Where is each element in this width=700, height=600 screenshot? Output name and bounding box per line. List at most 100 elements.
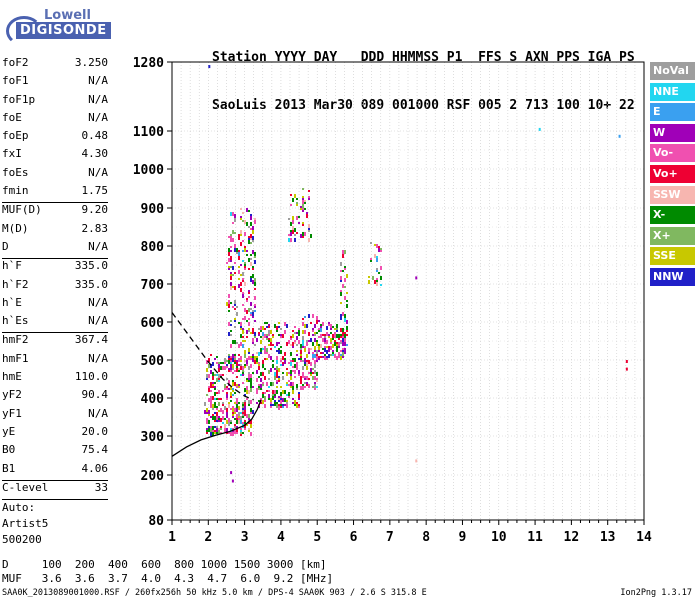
echo-point [238,406,240,410]
echo-point [308,340,310,342]
echo-point [318,328,320,330]
echo-point [288,238,290,242]
echo-point [264,328,266,330]
echo-point [250,364,252,368]
echo-point [310,374,312,376]
echo-point [292,358,294,360]
echo-point [206,430,208,432]
echo-point [306,324,308,328]
echo-point [298,370,300,374]
echo-point [258,406,260,408]
echo-point [340,292,342,296]
echo-point [242,410,244,412]
echo-point [296,388,298,390]
echo-point [236,306,238,308]
echo-point [280,364,282,366]
echo-point [254,218,256,220]
echo-point [310,348,312,350]
echo-point [292,334,294,338]
echo-point [236,404,238,408]
echo-point [234,300,236,304]
echo-point [254,356,256,360]
echo-point [250,356,252,358]
echo-point [274,394,276,396]
echo-point [262,372,264,376]
echo-point [238,420,240,424]
echo-point [340,340,342,342]
echo-point [220,418,222,422]
echo-point [238,358,240,360]
echo-point [224,362,226,364]
echo-point [268,324,270,326]
echo-point [270,400,272,402]
echo-point [230,250,232,252]
param-key: yF1 [2,406,22,420]
echo-point [340,270,342,272]
echo-point [210,370,212,374]
echo-point [244,350,246,354]
echo-point [282,376,284,380]
echo-point [248,390,250,394]
echo-point [210,432,212,436]
echo-point [318,330,320,332]
echo-point [300,376,302,380]
echo-point [244,310,246,312]
echo-point [250,242,252,244]
echo-point [304,358,306,362]
echo-point [230,266,232,268]
echo-point [248,268,250,270]
echo-point [300,348,302,350]
echo-point [214,386,216,388]
echo-point [246,300,248,302]
echo-point [246,364,248,366]
echo-point [286,368,288,370]
echo-point [320,344,322,348]
echo-point [232,212,234,216]
echo-point [242,432,244,434]
param-row: yE 20.0 [2,425,108,443]
echo-point [340,316,342,320]
echo-point [230,428,232,432]
echo-point [216,432,218,434]
header-line-1: Station YYYY DAY DDD HHMMSS P1 FFS S AXN… [212,50,635,65]
echo-point [250,276,252,278]
echo-point [260,336,262,338]
param-row: foF1 N/A [2,74,108,92]
echo-point [236,376,238,378]
echo-point [264,350,266,354]
echo-point [308,198,310,200]
echo-point [340,314,342,316]
echo-point [380,250,382,252]
echo-point [308,230,310,232]
echo-point [238,250,240,252]
echo-point [342,350,344,352]
echo-point [266,334,268,336]
echo-point [226,428,228,432]
echo-point [342,338,344,342]
echo-point [248,428,250,430]
echo-point [220,432,222,434]
echo-point [230,334,232,336]
echo-point [336,350,338,352]
echo-point [250,312,252,314]
parameter-panel: foF2 3.250 foF1 N/A foF1p N/A foE N/A foEp 0.48 fx… [2,56,108,548]
echo-point [228,300,230,304]
echo-point [316,378,318,380]
divider [2,479,108,481]
echo-point [246,310,248,314]
axis-ticks: 1 2 3 4 5 6 7 8 9 10 11 12 13 14802003004005006007008… [133,56,652,545]
echo-point [238,402,240,404]
echo-point [316,380,318,382]
echo-point [274,376,276,380]
echo-point [374,244,376,246]
param-row: M(D) 2.83 [2,222,108,240]
param-row: foEs N/A [2,166,108,184]
echo-point [308,332,310,336]
echo-point [266,336,268,338]
echo-point [314,338,316,342]
echo-point [224,366,226,370]
echo-point [236,368,238,372]
echo-point [308,228,310,230]
param-key: C-level [2,480,49,494]
echo-point [312,358,314,360]
